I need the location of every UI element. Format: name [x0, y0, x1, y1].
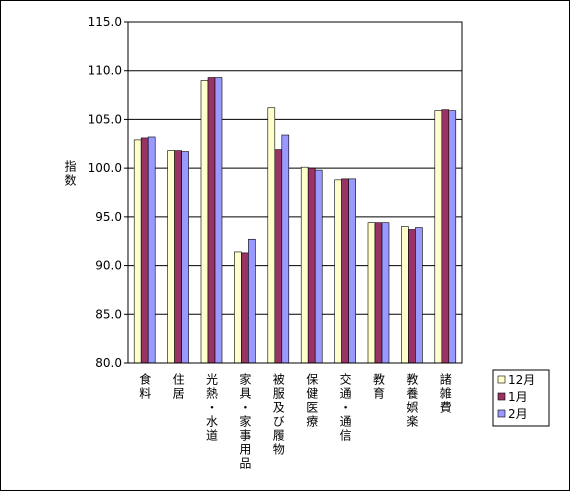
bar — [181, 151, 189, 364]
legend-swatch — [497, 409, 506, 418]
x-tick-label: 光熱・水道 — [205, 373, 219, 443]
bar — [281, 134, 290, 364]
bar — [415, 227, 423, 364]
y-tick-label: 95.0 — [95, 210, 122, 224]
y-axis-label: 指数 — [63, 159, 77, 188]
bar — [434, 110, 443, 364]
y-tick-label: 100.0 — [88, 161, 122, 175]
bar — [334, 179, 342, 364]
x-tick-label: 教育 — [372, 372, 386, 401]
bar — [307, 167, 316, 364]
legend-label: 12月 — [508, 373, 535, 387]
x-tick-label: 食料 — [138, 372, 152, 401]
bar — [348, 178, 356, 364]
y-tick-label: 80.0 — [95, 356, 122, 370]
bar — [341, 178, 349, 364]
bar — [174, 150, 182, 364]
x-tick-label: 諸雑費 — [438, 372, 452, 415]
bar — [200, 80, 209, 364]
y-tick-label: 110.0 — [88, 64, 122, 78]
bar — [274, 149, 283, 364]
legend-label: 1月 — [508, 390, 528, 404]
bar — [381, 222, 390, 364]
bar — [207, 77, 216, 364]
bar — [374, 222, 383, 364]
y-tick-label: 90.0 — [95, 259, 122, 273]
bar — [441, 109, 450, 364]
bar — [248, 238, 256, 364]
x-tick-label: 教養娯楽 — [405, 372, 419, 429]
bar — [133, 139, 142, 364]
x-tick-label: 家具・家事用品 — [238, 372, 252, 471]
bar — [408, 229, 416, 364]
bar — [214, 77, 223, 364]
x-tick-label: 被服及び履物 — [271, 373, 285, 457]
bar — [241, 252, 249, 364]
y-tick-label: 105.0 — [88, 112, 122, 126]
x-tick-label: 保健医療 — [305, 373, 319, 429]
bar — [367, 222, 376, 364]
bar — [314, 169, 323, 364]
bar — [401, 226, 409, 364]
bar — [140, 137, 149, 364]
bar — [448, 110, 457, 364]
bar — [267, 107, 276, 364]
y-tick-label: 115.0 — [88, 15, 122, 29]
legend-swatch — [497, 375, 506, 384]
x-tick-label: 交通・通信 — [338, 372, 352, 443]
y-tick-label: 85.0 — [95, 307, 122, 321]
legend-label: 2月 — [508, 407, 528, 421]
legend-swatch — [497, 392, 506, 401]
bar — [147, 136, 156, 364]
bar — [167, 150, 175, 364]
x-tick-label: 住居 — [171, 373, 185, 401]
bar — [234, 251, 242, 364]
bar — [300, 166, 309, 364]
